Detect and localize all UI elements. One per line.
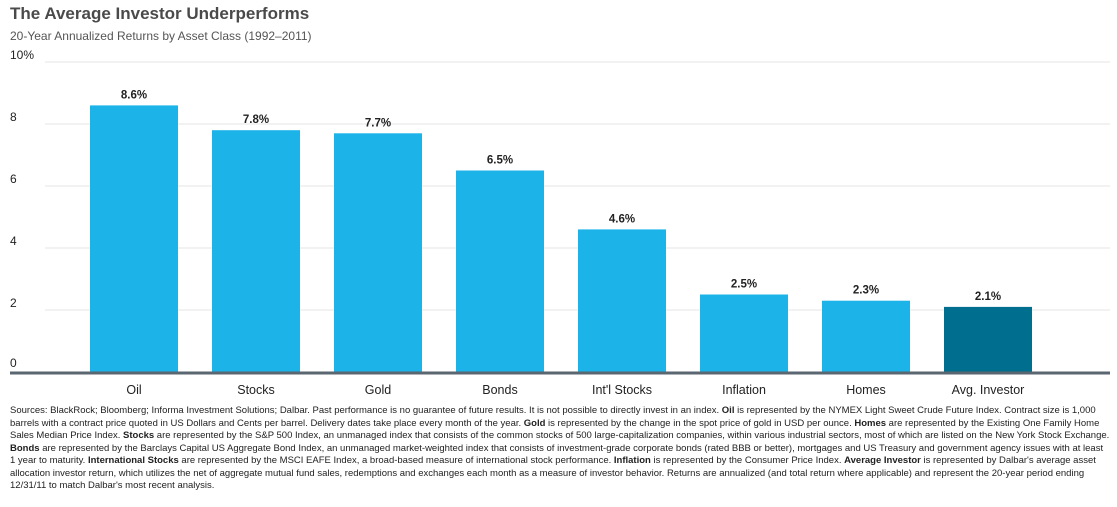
footnote-term: International Stocks bbox=[87, 455, 179, 466]
bar bbox=[456, 170, 544, 372]
x-tick-label: Oil bbox=[126, 383, 141, 397]
footnote-text: is represented by the change in the spot… bbox=[545, 417, 855, 429]
bar bbox=[90, 105, 178, 373]
bar bbox=[700, 294, 788, 372]
chart-title: The Average Investor Underperforms bbox=[10, 4, 310, 23]
footnote-text: is represented by the Consumer Price Ind… bbox=[650, 455, 845, 466]
footnote-text: are represented by the S&P 500 Index, an… bbox=[154, 430, 1110, 441]
data-label: 7.7% bbox=[365, 117, 391, 129]
gridlines bbox=[45, 61, 1110, 311]
data-label: 6.5% bbox=[487, 155, 513, 167]
footnote-term: Gold bbox=[523, 417, 546, 429]
data-label: 7.8% bbox=[243, 114, 269, 126]
bar bbox=[212, 130, 300, 372]
y-axis-ticks: 0 2 4 6 8 10% bbox=[10, 48, 34, 370]
y-tick-label: 6 bbox=[10, 172, 17, 186]
footnote-text: are represented by the Barclays Capital … bbox=[10, 442, 1104, 467]
footnote-term: Stocks bbox=[123, 430, 155, 441]
x-tick-label: Gold bbox=[365, 383, 391, 397]
y-tick-label: 0 bbox=[10, 356, 17, 370]
footnote-term: Average Investor bbox=[844, 455, 921, 466]
footnote-text: is represented by the NYMEX Light Sweet … bbox=[10, 405, 1096, 429]
bar-chart: 0 2 4 6 8 10% 8.6% 7.8% 7.7% 6.5% 4.6% 2.5% 2.3% 2.1… bbox=[10, 48, 1110, 397]
x-tick-label: Avg. Investor bbox=[952, 383, 1025, 397]
x-tick-label: Stocks bbox=[237, 383, 275, 397]
bar bbox=[944, 306, 1032, 372]
footnote-text: are represented by the MSCI EAFE Index, … bbox=[178, 455, 614, 466]
chart-subtitle: 20-Year Annualized Returns by Asset Clas… bbox=[10, 29, 312, 43]
footnote-term: Homes bbox=[854, 417, 887, 429]
footnote-text: are represented by the Existing One Fami… bbox=[10, 417, 1100, 442]
footnote: Sources: BlackRock; Bloomberg; Informa I… bbox=[10, 405, 1110, 493]
bar bbox=[822, 300, 910, 372]
x-axis-ticks: Oil Stocks Gold Bonds Int'l Stocks Inflation H… bbox=[126, 383, 1024, 397]
y-tick-label: 2 bbox=[10, 296, 17, 310]
footnote-term: Bonds bbox=[10, 442, 40, 454]
footnote-text: is represented by Dalbar's average asset… bbox=[10, 455, 1096, 491]
x-tick-label: Homes bbox=[846, 383, 886, 397]
data-label: 4.6% bbox=[609, 213, 635, 225]
x-tick-label: Inflation bbox=[722, 383, 766, 397]
data-label: 2.1% bbox=[975, 291, 1001, 303]
data-label: 2.5% bbox=[731, 279, 757, 291]
data-label: 2.3% bbox=[853, 285, 879, 297]
y-tick-label: 4 bbox=[10, 234, 17, 248]
footnote-term: Inflation bbox=[613, 455, 651, 466]
bar bbox=[334, 133, 422, 372]
footnote-term: Oil bbox=[721, 405, 735, 416]
y-tick-label: 10% bbox=[10, 48, 34, 62]
y-tick-label: 8 bbox=[10, 110, 17, 124]
bar bbox=[578, 229, 666, 372]
x-tick-label: Int'l Stocks bbox=[592, 383, 652, 397]
data-label: 8.6% bbox=[121, 89, 147, 101]
x-tick-label: Bonds bbox=[482, 383, 517, 397]
value-labels: 8.6% 7.8% 7.7% 6.5% 4.6% 2.5% 2.3% 2.1% bbox=[121, 89, 1001, 303]
bars bbox=[90, 105, 1032, 373]
footnote-text: Sources: BlackRock; Bloomberg; Informa I… bbox=[10, 405, 722, 416]
